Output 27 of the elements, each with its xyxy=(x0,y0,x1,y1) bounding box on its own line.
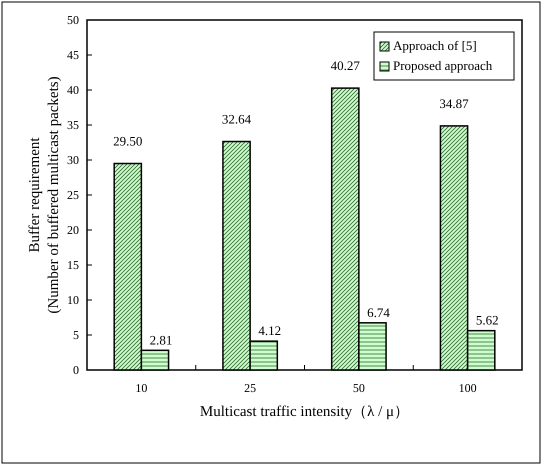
data-label: 6.74 xyxy=(367,304,390,320)
y-tick-label: 40 xyxy=(67,83,79,98)
y-tick-label: 5 xyxy=(73,328,79,342)
x-tick-label: 10 xyxy=(135,381,148,395)
data-label: 40.27 xyxy=(330,58,360,74)
y-tick-label: 15 xyxy=(67,258,79,272)
y-tick-label: 45 xyxy=(67,48,79,62)
data-label: 4.12 xyxy=(258,323,282,338)
y-tick-label: 20 xyxy=(67,223,79,238)
y-tick-label: 10 xyxy=(67,293,79,308)
y-tick-label: 0 xyxy=(73,363,79,378)
y-tick-label: 30 xyxy=(67,153,79,168)
data-label: 32.64 xyxy=(222,112,252,127)
data-label: 34.87 xyxy=(439,96,470,111)
y-tick-label: 25 xyxy=(67,188,79,202)
x-tick-label: 100 xyxy=(458,381,477,395)
data-label: 2.81 xyxy=(150,332,172,348)
y-axis-title: Buffer requirement (Number of buffered multicast packets) xyxy=(27,76,62,314)
x-tick-label: 50 xyxy=(352,381,365,395)
legend-label: Proposed approach xyxy=(393,58,493,73)
x-axis-title: Multicast traffic intensity（λ / μ） xyxy=(200,404,410,420)
x-tick-label: 25 xyxy=(244,381,256,395)
data-label: 5.62 xyxy=(476,312,499,328)
data-label: 29.50 xyxy=(113,134,142,148)
legend-label: Approach of [5] xyxy=(393,38,477,53)
y-tick-label: 50 xyxy=(67,13,79,28)
y-tick-label: 35 xyxy=(67,118,79,132)
